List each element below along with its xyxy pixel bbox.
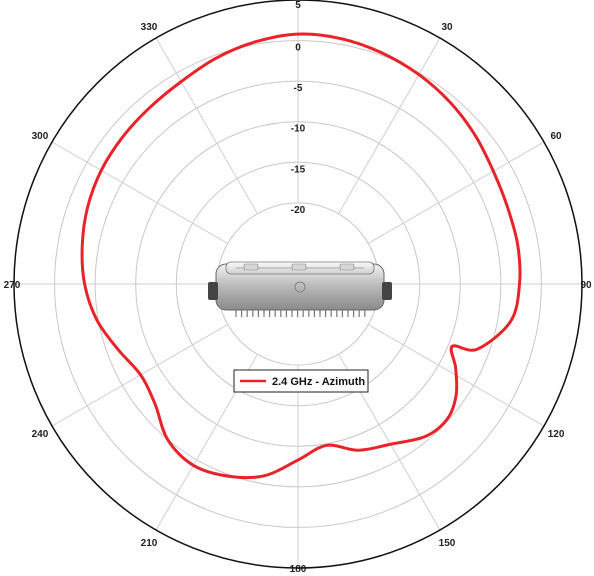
angular-tick-label: 180 — [290, 564, 307, 575]
angular-tick-label: 210 — [141, 538, 158, 549]
angular-tick-label: 30 — [441, 22, 453, 33]
angular-tick-label: 60 — [551, 131, 563, 142]
legend: 2.4 GHz - Azimuth — [233, 369, 369, 393]
radial-tick-label: 5 — [295, 0, 301, 11]
outer-ring — [13, 0, 583, 569]
radial-tick-labels: 5 0 -5 -10 -15 -20 — [291, 0, 306, 216]
radial-tick-label: -15 — [291, 164, 306, 175]
angular-tick-label: 300 — [32, 131, 49, 142]
grid-spoke-2 — [368, 141, 545, 244]
angular-tick-label: 120 — [548, 429, 565, 440]
radial-tick-label: -5 — [294, 83, 303, 94]
angular-tick-label: 270 — [4, 280, 21, 291]
angular-tick-label: 150 — [439, 538, 456, 549]
angular-tick-label: 90 — [580, 280, 592, 291]
access-point-device-icon — [208, 261, 392, 317]
angular-tick-label: 330 — [141, 22, 158, 33]
angular-tick-labels: 30 60 90 120 150 180 210 240 270 300 330 — [4, 22, 592, 575]
series-line-0 — [80, 32, 522, 480]
grid-spoke-11 — [155, 37, 258, 214]
series-layer — [80, 32, 522, 480]
radial-tick-label: -10 — [291, 124, 306, 135]
angular-tick-label: 240 — [32, 429, 49, 440]
legend-label: 2.4 GHz - Azimuth — [272, 376, 365, 388]
grid-spoke-1 — [338, 37, 441, 214]
radial-tick-label: 0 — [295, 43, 301, 54]
radial-tick-label: -20 — [291, 205, 306, 216]
grid-spoke-10 — [51, 141, 228, 244]
